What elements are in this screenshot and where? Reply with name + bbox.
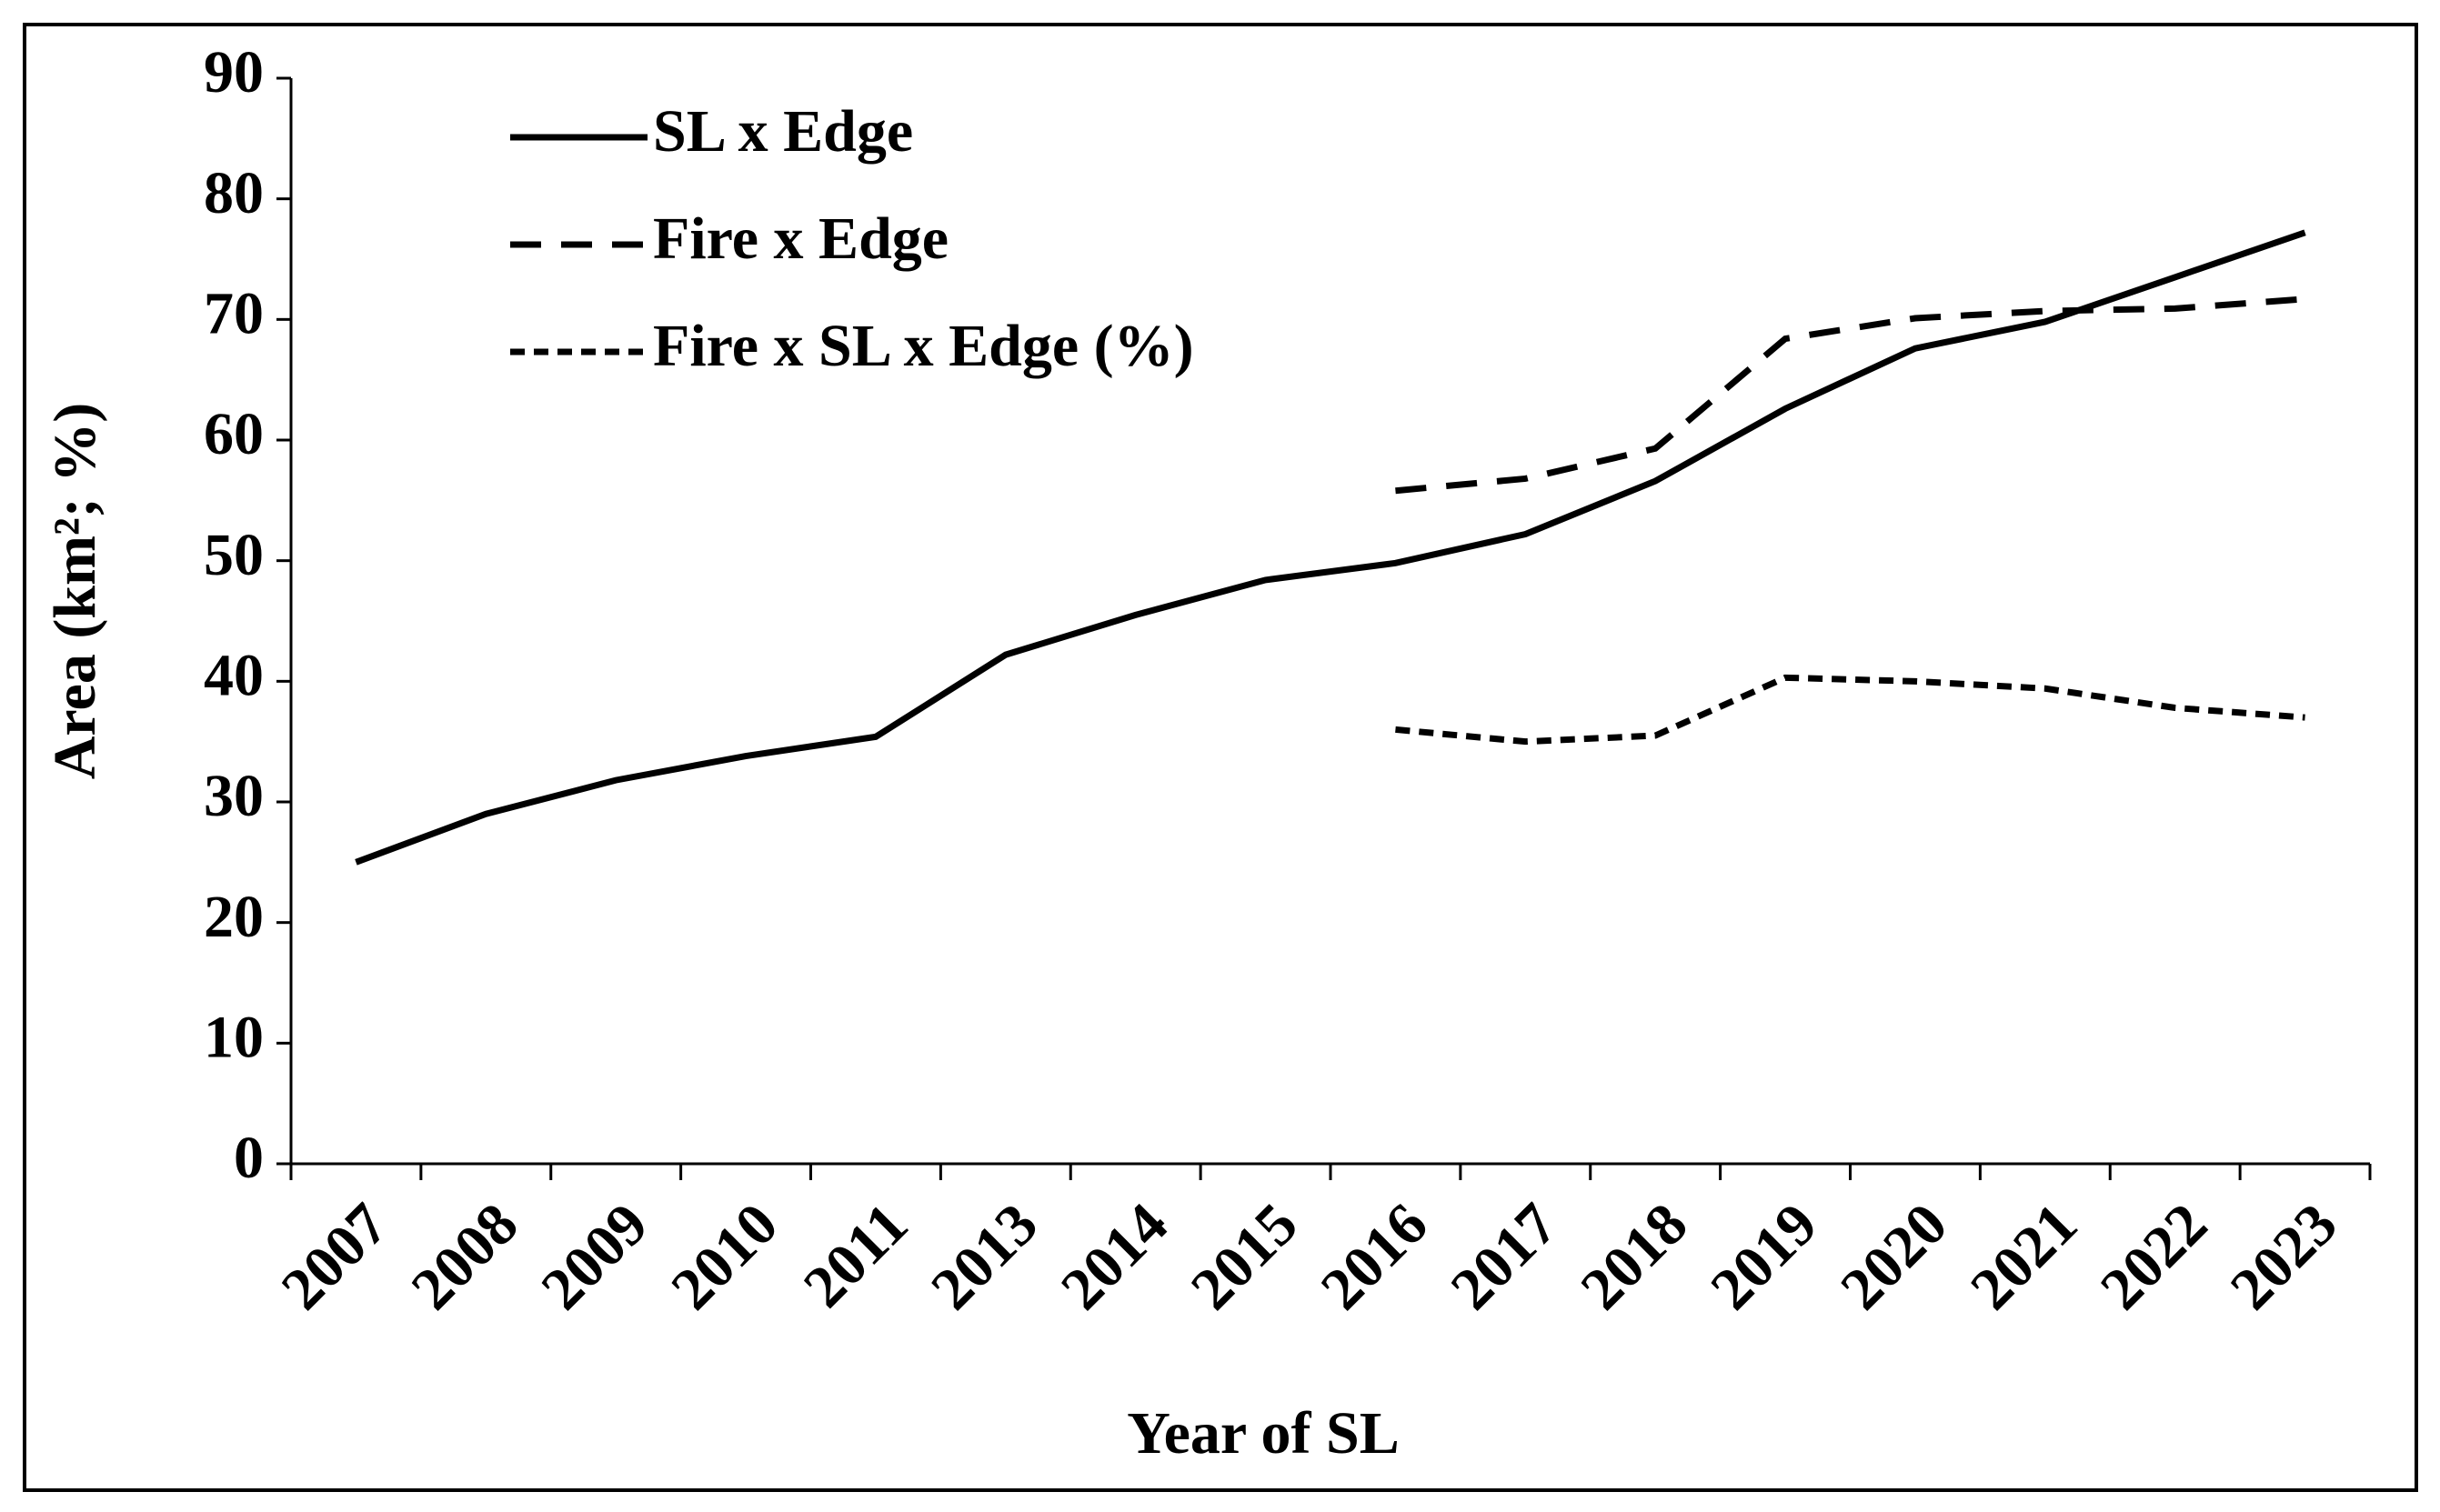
y-tick-label: 30 xyxy=(204,763,264,829)
y-tick-label: 80 xyxy=(204,160,264,226)
legend-label: Fire x SL x Edge (%) xyxy=(653,313,1194,379)
y-tick-label: 50 xyxy=(204,522,264,588)
frame xyxy=(23,23,2418,1492)
y-tick-label: 40 xyxy=(204,642,264,708)
y-tick-label: 60 xyxy=(204,401,264,467)
y-tick-label: 20 xyxy=(204,884,264,950)
y-tick-label: 70 xyxy=(204,280,264,346)
legend-label: Fire x Edge xyxy=(653,205,949,272)
y-tick-label: 10 xyxy=(204,1004,264,1070)
series-line xyxy=(355,229,2306,866)
series-line xyxy=(1395,674,2305,746)
x-axis-title: Year of SL xyxy=(1127,1400,1399,1467)
y-axis-title: Area (km²; %) xyxy=(42,403,108,779)
y-tick-label: 90 xyxy=(204,39,264,105)
y-tick-label: 0 xyxy=(234,1125,264,1191)
legend-label: SL x Edge xyxy=(653,98,913,165)
